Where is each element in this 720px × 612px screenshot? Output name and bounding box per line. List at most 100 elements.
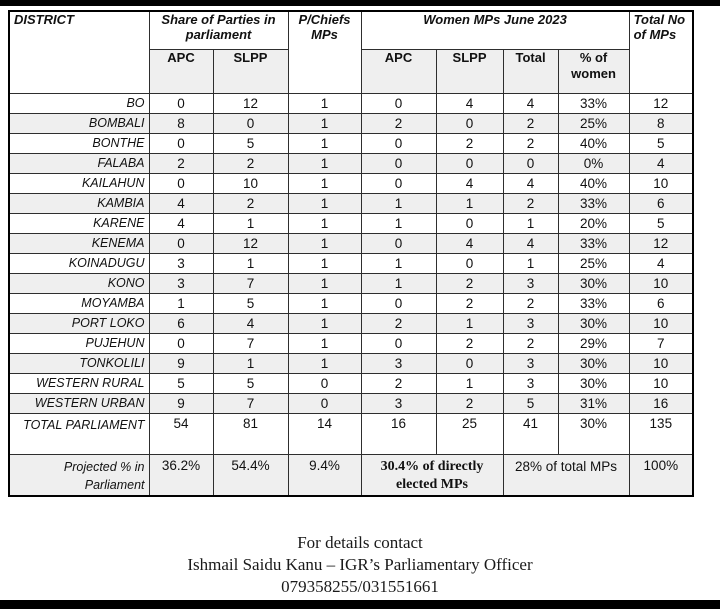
value-cell: 9 <box>148 392 214 414</box>
table-row-district: KOINADUGU 3 1 1 1 0 1 25% 4 <box>8 252 694 274</box>
district-name: BO <box>8 92 150 114</box>
value-cell: 30% <box>557 272 630 294</box>
value-cell: 9 <box>148 352 214 374</box>
value-cell: 1 <box>360 212 437 234</box>
table-row-district: WESTERN URBAN 9 7 0 3 2 5 31% 16 <box>8 392 694 414</box>
table-row-district: BONTHE 0 5 1 0 2 2 40% 5 <box>8 132 694 154</box>
footer-line-officer: Ishmail Saidu Kanu – IGR’s Parliamentary… <box>187 555 533 574</box>
value-cell: 7 <box>212 392 289 414</box>
value-cell: 0 <box>360 292 437 314</box>
value-cell: 3 <box>148 252 214 274</box>
value-cell: 0 <box>148 172 214 194</box>
subcol-apc-parliament: APC <box>148 48 214 94</box>
value-cell: 16 <box>628 392 694 414</box>
table-row-district: PORT LOKO 6 4 1 2 1 3 30% 10 <box>8 312 694 334</box>
value-cell: 10 <box>628 312 694 334</box>
total-pchiefs: 14 <box>287 412 362 455</box>
value-cell: 12 <box>212 92 289 114</box>
value-cell: 30% <box>557 312 630 334</box>
value-cell: 4 <box>502 172 559 194</box>
col-header-women-mps: Women MPs June 2023 <box>360 10 630 50</box>
value-cell: 4 <box>628 252 694 274</box>
total-women-slpp: 25 <box>435 412 504 455</box>
value-cell: 0 <box>360 152 437 174</box>
district-name: KARENE <box>8 212 150 234</box>
value-cell: 1 <box>212 252 289 274</box>
value-cell: 25% <box>557 112 630 134</box>
value-cell: 0 <box>435 212 504 234</box>
value-cell: 20% <box>557 212 630 234</box>
value-cell: 4 <box>148 192 214 214</box>
value-cell: 1 <box>287 112 362 134</box>
value-cell: 8 <box>628 112 694 134</box>
value-cell: 33% <box>557 292 630 314</box>
value-cell: 0 <box>435 112 504 134</box>
district-name: KAMBIA <box>8 192 150 214</box>
value-cell: 1 <box>287 132 362 154</box>
col-header-pchiefs-mps: P/Chiefs MPs <box>287 10 362 94</box>
value-cell: 1 <box>435 372 504 394</box>
value-cell: 3 <box>502 272 559 294</box>
value-cell: 8 <box>148 112 214 134</box>
contact-footer: For details contact Ishmail Saidu Kanu –… <box>0 532 720 598</box>
value-cell: 33% <box>557 232 630 254</box>
value-cell: 0 <box>360 232 437 254</box>
value-cell: 0 <box>435 252 504 274</box>
value-cell: 2 <box>360 112 437 134</box>
value-cell: 10 <box>628 172 694 194</box>
mps-by-district-table: DISTRICT Share of Parties in parliament … <box>8 10 695 497</box>
district-name: KAILAHUN <box>8 172 150 194</box>
projected-slpp: 54.4% <box>212 453 289 497</box>
district-name: BOMBALI <box>8 112 150 134</box>
value-cell: 1 <box>435 192 504 214</box>
value-cell: 5 <box>502 392 559 414</box>
value-cell: 2 <box>148 152 214 174</box>
table-row-district: BO 0 12 1 0 4 4 33% 12 <box>8 92 694 114</box>
value-cell: 0 <box>148 232 214 254</box>
value-cell: 0 <box>148 132 214 154</box>
top-border-bar <box>0 0 720 6</box>
total-slpp: 81 <box>212 412 289 455</box>
value-cell: 1 <box>287 292 362 314</box>
table-row-district: KAILAHUN 0 10 1 0 4 4 40% 10 <box>8 172 694 194</box>
value-cell: 1 <box>287 272 362 294</box>
value-cell: 2 <box>502 132 559 154</box>
value-cell: 1 <box>287 152 362 174</box>
projected-women-elected: 30.4% of directly elected MPs <box>360 453 504 497</box>
table-header: DISTRICT Share of Parties in parliament … <box>8 10 694 94</box>
value-cell: 1 <box>435 312 504 334</box>
value-cell: 2 <box>435 272 504 294</box>
col-header-district: DISTRICT <box>8 10 150 94</box>
value-cell: 5 <box>628 212 694 234</box>
value-cell: 7 <box>212 272 289 294</box>
total-mps: 135 <box>628 412 694 455</box>
value-cell: 10 <box>212 172 289 194</box>
value-cell: 4 <box>502 232 559 254</box>
value-cell: 1 <box>287 332 362 354</box>
value-cell: 2 <box>435 132 504 154</box>
value-cell: 0 <box>360 172 437 194</box>
table-row-district: KARENE 4 1 1 1 0 1 20% 5 <box>8 212 694 234</box>
value-cell: 0% <box>557 152 630 174</box>
value-cell: 0 <box>360 332 437 354</box>
value-cell: 10 <box>628 352 694 374</box>
value-cell: 4 <box>628 152 694 174</box>
value-cell: 4 <box>435 172 504 194</box>
total-parliament-label: TOTAL PARLIAMENT <box>8 412 150 455</box>
value-cell: 1 <box>287 212 362 234</box>
total-apc: 54 <box>148 412 214 455</box>
value-cell: 0 <box>287 372 362 394</box>
value-cell: 2 <box>435 332 504 354</box>
value-cell: 40% <box>557 172 630 194</box>
table-row-district: KENEMA 0 12 1 0 4 4 33% 12 <box>8 232 694 254</box>
value-cell: 33% <box>557 192 630 214</box>
district-name: PUJEHUN <box>8 332 150 354</box>
district-name: TONKOLILI <box>8 352 150 374</box>
header-row-groups: DISTRICT Share of Parties in parliament … <box>8 10 694 94</box>
col-header-share-of-parties: Share of Parties in parliament <box>148 10 289 50</box>
value-cell: 2 <box>502 192 559 214</box>
value-cell: 2 <box>435 392 504 414</box>
value-cell: 1 <box>502 212 559 234</box>
subcol-total-women: Total <box>502 48 559 94</box>
district-name: BONTHE <box>8 132 150 154</box>
